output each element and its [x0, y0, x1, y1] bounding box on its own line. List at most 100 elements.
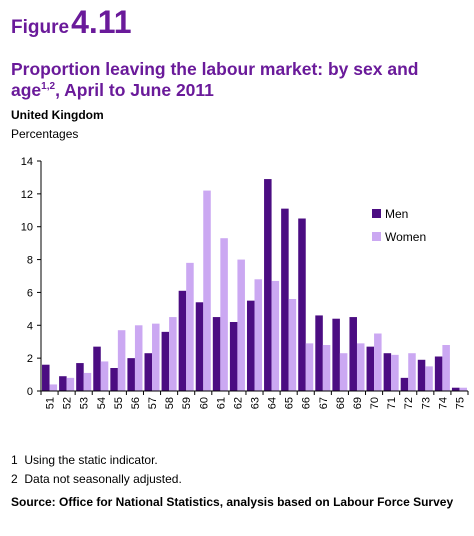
- figure-number: 4.11: [71, 4, 132, 40]
- legend-label-men: Men: [385, 207, 408, 221]
- bar-men-75: [451, 387, 460, 391]
- bar-men-67: [315, 315, 323, 391]
- bar-women-55: [117, 330, 126, 391]
- chart-title: Proportion leaving the labour market: by…: [11, 59, 471, 101]
- footnote-2: 2 Data not seasonally adjusted.: [11, 472, 182, 486]
- bar-women-69: [356, 343, 365, 391]
- bar-men-54: [93, 346, 101, 391]
- x-tick-label: 58: [164, 397, 176, 409]
- x-tick-label: 72: [403, 397, 415, 409]
- x-tick-label: 66: [301, 397, 313, 409]
- x-tick-label: 69: [352, 397, 364, 409]
- bar-men-66: [298, 218, 306, 391]
- x-tick-label: 68: [335, 397, 347, 409]
- x-tick-label: 75: [454, 397, 466, 409]
- bar-men-72: [400, 377, 409, 391]
- bar-men-62: [229, 322, 238, 391]
- bar-women-53: [83, 372, 92, 391]
- figure-word: Figure: [11, 17, 70, 38]
- x-tick-label: 74: [437, 397, 449, 409]
- bar-women-58: [169, 317, 177, 391]
- y-tick-label: 10: [21, 222, 33, 234]
- y-tick-label: 12: [21, 189, 33, 201]
- y-tick-label: 0: [27, 386, 33, 398]
- y-tick-label: 14: [21, 156, 33, 168]
- bar-women-72: [408, 353, 416, 391]
- legend-swatch-men: [372, 209, 381, 218]
- bar-women-65: [288, 299, 297, 391]
- bar-women-63: [254, 279, 263, 391]
- figure-label: Figure4.11: [11, 4, 132, 41]
- y-tick-label: 6: [27, 287, 33, 299]
- x-tick-label: 61: [215, 397, 227, 409]
- bar-men-71: [383, 353, 392, 391]
- bar-women-59: [186, 262, 194, 391]
- x-tick-label: 71: [386, 397, 398, 409]
- y-tick-label: 8: [27, 255, 33, 267]
- x-tick-label: 63: [250, 397, 262, 409]
- bar-men-52: [59, 376, 67, 391]
- bar-women-54: [100, 361, 109, 391]
- bar-men-69: [349, 317, 357, 391]
- x-tick-label: 53: [79, 397, 91, 409]
- bar-men-74: [434, 356, 443, 391]
- x-tick-label: 70: [369, 397, 381, 409]
- x-tick-label: 67: [318, 397, 330, 409]
- bar-women-61: [220, 238, 228, 391]
- title-main: Proportion leaving the labour market: by…: [11, 59, 419, 100]
- y-tick-label: 4: [27, 320, 33, 332]
- bar-men-51: [42, 364, 50, 391]
- bar-men-73: [417, 359, 426, 391]
- bar-women-74: [442, 345, 450, 391]
- bar-women-70: [374, 333, 382, 391]
- bar-women-57: [152, 323, 160, 391]
- bar-women-56: [134, 325, 143, 391]
- region-label: United Kingdom: [11, 108, 104, 122]
- bar-men-70: [366, 346, 375, 391]
- title-rest: , April to June 2011: [55, 80, 214, 100]
- x-tick-label: 62: [232, 397, 244, 409]
- bar-women-75: [459, 387, 467, 391]
- bar-men-59: [178, 290, 187, 391]
- bar-men-56: [127, 358, 135, 391]
- bar-men-58: [161, 331, 170, 391]
- bar-women-73: [425, 366, 433, 391]
- x-tick-label: 56: [130, 397, 142, 409]
- bar-men-60: [195, 302, 204, 391]
- x-tick-label: 57: [147, 397, 159, 409]
- bar-women-51: [49, 384, 58, 391]
- x-tick-label: 64: [267, 397, 279, 409]
- x-tick-label: 52: [62, 397, 74, 409]
- x-tick-label: 54: [96, 397, 108, 409]
- bar-men-57: [144, 353, 153, 391]
- bar-men-63: [246, 300, 255, 391]
- legend-swatch-women: [372, 232, 381, 241]
- title-footnote-marks: 1,2: [41, 81, 56, 93]
- source-note: Source: Office for National Statistics, …: [11, 495, 454, 509]
- x-tick-label: 60: [198, 397, 210, 409]
- bar-men-55: [110, 368, 118, 391]
- bar-women-60: [203, 190, 211, 391]
- bar-men-68: [332, 318, 340, 391]
- bar-women-66: [305, 343, 314, 391]
- bar-women-67: [322, 345, 331, 391]
- bar-women-71: [391, 354, 399, 391]
- bar-women-62: [237, 259, 245, 391]
- footnote-1: 1 Using the static indicator.: [11, 453, 158, 467]
- bar-men-65: [281, 208, 289, 391]
- units-label: Percentages: [11, 127, 79, 141]
- bar-women-52: [66, 377, 75, 391]
- x-tick-label: 59: [181, 397, 193, 409]
- x-tick-label: 51: [45, 397, 57, 409]
- x-tick-label: 73: [420, 397, 432, 409]
- bar-men-61: [212, 317, 221, 391]
- bar-women-68: [339, 353, 348, 391]
- bar-men-53: [76, 363, 84, 391]
- x-tick-label: 55: [113, 397, 125, 409]
- footnotes: 1 Using the static indicator. 2 Data not…: [11, 451, 182, 489]
- y-tick-label: 2: [27, 353, 33, 365]
- x-tick-label: 65: [284, 397, 296, 409]
- bar-women-64: [271, 280, 280, 391]
- bar-men-64: [264, 179, 272, 391]
